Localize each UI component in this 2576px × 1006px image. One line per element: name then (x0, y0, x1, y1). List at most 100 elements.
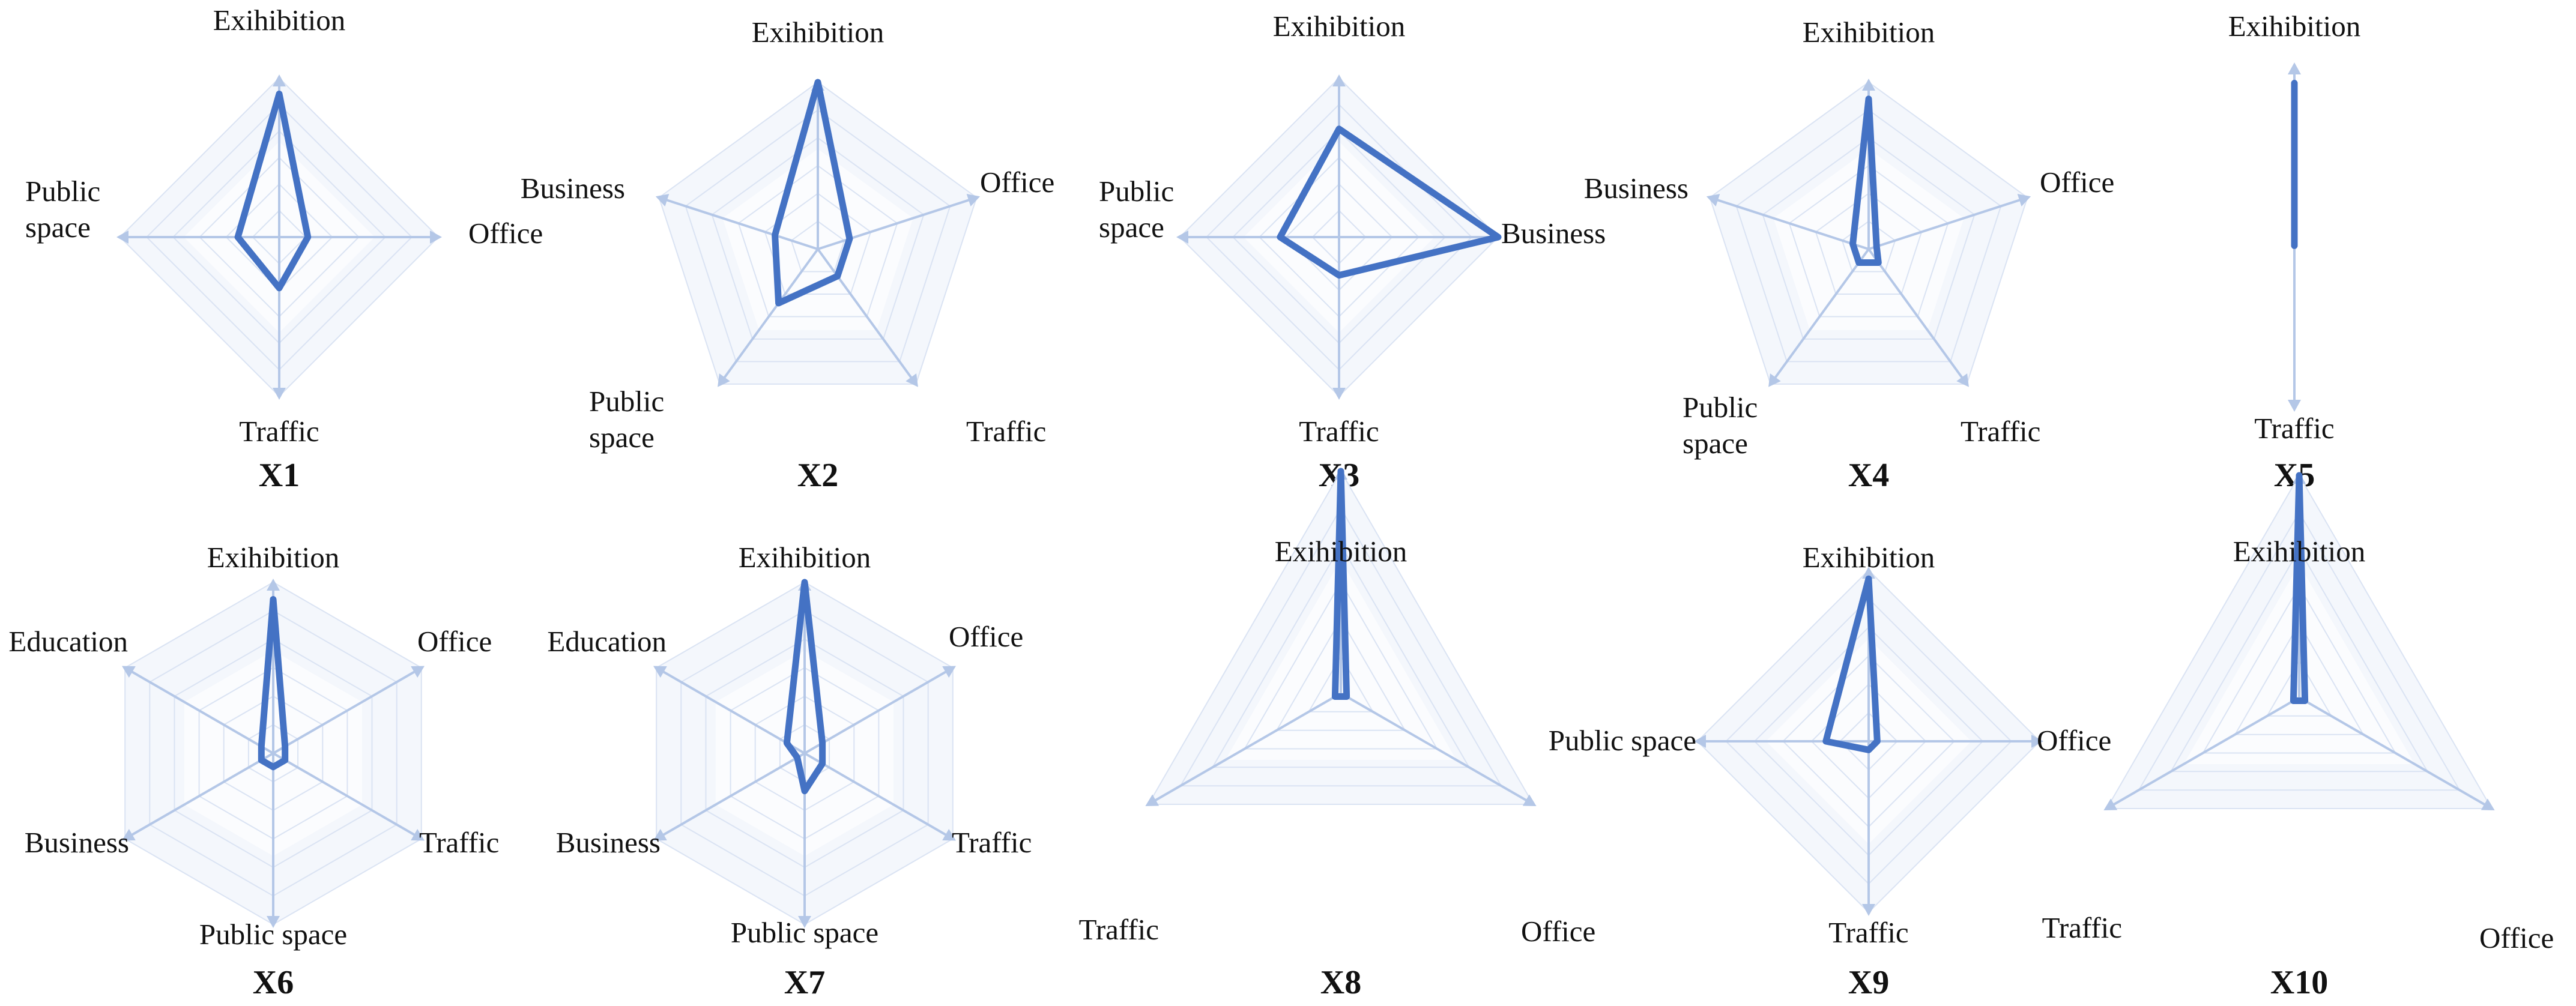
axis-label: Business (521, 172, 625, 205)
axis-label: Office (2040, 166, 2114, 199)
radar-axis-arrow (1694, 735, 1706, 748)
axis-label: Traffic (1299, 415, 1379, 448)
axis-label: Office (2479, 921, 2554, 954)
axis-label: Public space (589, 385, 664, 454)
radar-series-x9 (1822, 575, 1881, 753)
axis-label: Public space (1683, 391, 1758, 460)
axis-label: Exihibition (1275, 535, 1407, 568)
radar-axis-arrow (798, 916, 811, 928)
axis-label: Business (25, 826, 129, 859)
chart-title: X8 (1320, 964, 1361, 1001)
radar-axis-arrow (273, 74, 286, 86)
radar-axis-arrow (267, 579, 280, 591)
radar-axis-arrow (942, 666, 957, 678)
axis-label: Traffic (1828, 916, 1908, 949)
radar-axis (658, 196, 818, 250)
radar-axis-arrow (121, 666, 136, 678)
radar-grid-ring (1307, 655, 1374, 712)
axis-label: Public space (1099, 175, 1174, 244)
axis-label: Public space (199, 918, 347, 951)
radar-grid-ring (1788, 164, 1949, 318)
chart-title: X9 (1848, 964, 1889, 1001)
radar-axis-arrow (1768, 373, 1781, 387)
radar-chart-x9: Exihibition Office Traffic Public space X9 (1549, 541, 2112, 1001)
axis-label: Exihibition (1803, 16, 1935, 49)
radar-grid-ring (658, 81, 978, 385)
radar-axis (273, 666, 422, 754)
axis-label: Traffic (966, 415, 1046, 448)
radar-axis-arrow (718, 373, 730, 387)
radar-series-x2 (772, 79, 853, 307)
radar-grid-ring (2105, 474, 2493, 809)
axis-label: Office (417, 625, 492, 658)
radar-axis-arrow (273, 388, 286, 400)
radar-grid-ring (764, 193, 872, 295)
radar-chart-x7: Exihibition Office Traffic Public space Busi… (547, 541, 1032, 1001)
radar-axis (1867, 248, 1968, 385)
radar-chart-x6: Exihibition Office Traffic Public space Busi… (8, 541, 499, 1001)
radar-axis-arrow (116, 230, 128, 244)
radar-series-x3 (1277, 125, 1502, 279)
radar-axis (1868, 196, 2028, 250)
radar-series-x7 (783, 579, 826, 795)
radar-axis-arrow (942, 828, 957, 841)
radar-axis-arrow (411, 828, 425, 841)
radar-axis-arrow (2288, 400, 2301, 412)
radar-grid-ring (1735, 109, 2002, 363)
axis-label: Office (468, 217, 543, 250)
radar-grid-ring (790, 220, 845, 273)
chart-title: X6 (253, 964, 294, 1001)
radar-axis-arrow (1862, 567, 1875, 579)
radar-axis-arrow (2031, 735, 2043, 748)
radar-chart-x4: Exihibition Office Traffic Public space Busin… (1584, 16, 2115, 494)
radar-axis-arrow (121, 828, 136, 841)
radar-axis (804, 666, 954, 754)
radar-grid-ring (1179, 507, 1502, 787)
radar-series-x10 (2290, 472, 2309, 704)
axis-label: Education (547, 625, 667, 658)
radar-chart-x1: Exihibition Office Traffic Public space X1 (25, 4, 543, 494)
radar-grid-ring (1275, 618, 1406, 731)
axis-label: Traffic (1961, 415, 2040, 448)
radar-axis (124, 752, 274, 840)
radar-axis-arrow (2481, 798, 2495, 810)
axis-label: Traffic (239, 415, 319, 448)
radar-grid-ring (2169, 548, 2429, 773)
radar-axis-arrow (267, 916, 280, 928)
radar-grid-ring (1147, 469, 1535, 805)
axis-label: Exihibition (739, 541, 871, 574)
radar-axis-arrow (1332, 388, 1346, 400)
radar-grid-ring (2138, 511, 2461, 791)
radar-axis-arrow (1862, 904, 1875, 916)
radar-series-x8 (1331, 468, 1350, 700)
axis-label: Exihibition (2233, 535, 2366, 568)
radar-axis (817, 248, 918, 385)
radar-grid-ring (1211, 544, 1471, 768)
axis-label: Business (556, 826, 661, 859)
radar-axis-arrow (653, 828, 667, 841)
radar-axis-arrow (2103, 798, 2118, 810)
radar-axis-arrow (1862, 79, 1875, 91)
axis-label: Exihibition (1803, 541, 1935, 574)
radar-axis-arrow (411, 666, 425, 678)
radar-chart-x10: Exihibition Office Traffic X10 (2042, 472, 2554, 1001)
radar-axis-arrow (653, 666, 667, 678)
chart-title: X7 (784, 964, 825, 1001)
chart-title: X1 (259, 457, 300, 494)
axis-label: Public space (25, 175, 100, 244)
radar-series-x1 (234, 91, 312, 292)
radar-series-x6 (258, 596, 289, 771)
axis-label: Office (949, 620, 1023, 653)
radar-grid-ring (1815, 193, 1923, 295)
radar-axis (273, 752, 422, 840)
axis-label: Business (1584, 172, 1689, 205)
radar-axis (1340, 692, 1534, 806)
radar-grid-ring (1841, 220, 1896, 273)
axis-label: Traffic (2254, 412, 2334, 445)
axis-label: Exihibition (207, 541, 340, 574)
axis-label: Traffic (1079, 913, 1159, 946)
radar-series-x4 (1849, 95, 1882, 266)
radar-axis (1147, 692, 1341, 806)
